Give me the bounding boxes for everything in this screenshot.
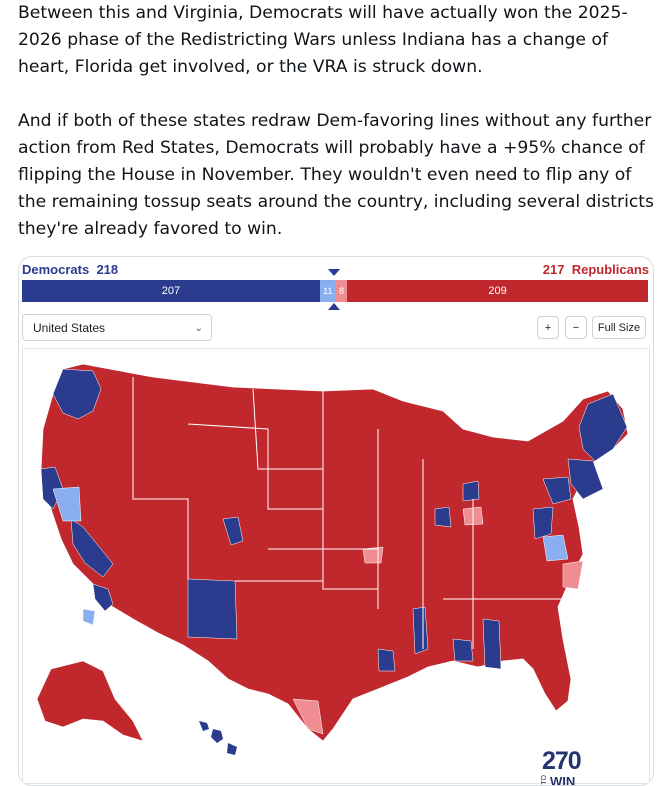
hawaii-shape: [199, 721, 237, 755]
chevron-down-icon: ⌄: [194, 323, 203, 334]
post-paragraph-1: Between this and Virginia, Democrats wil…: [18, 3, 628, 77]
zoom-out-button[interactable]: −: [565, 316, 587, 339]
dem-lean-districts: [52, 486, 569, 626]
democrats-total-label: Democrats 218: [22, 262, 119, 277]
zoom-in-button[interactable]: +: [537, 316, 559, 339]
rep-lean-segment: 8: [335, 280, 348, 302]
alaska-shape: [36, 660, 144, 742]
district-map[interactable]: 270 TO WIN: [22, 348, 650, 786]
democrats-seat-count: 218: [96, 262, 119, 277]
seat-balance-bar: 207 11 8 209: [22, 280, 648, 302]
rep-safe-segment: 209: [347, 280, 648, 302]
post-body: Between this and Virginia, Democrats wil…: [18, 0, 658, 270]
majority-marker-top: [328, 269, 340, 276]
majority-marker-bottom: [328, 303, 340, 310]
region-select[interactable]: United States ⌄: [22, 314, 212, 341]
dem-safe-districts: [40, 368, 628, 672]
map-embed-card[interactable]: Democrats 218 217 Republicans 207 11 8 2…: [18, 256, 654, 786]
contiguous-us-shape: [40, 363, 629, 742]
270towin-logo: 270 TO WIN: [541, 747, 582, 786]
dem-lean-segment: 11: [319, 280, 336, 302]
full-size-button[interactable]: Full Size: [592, 316, 646, 339]
republicans-total-label: 217 Republicans: [542, 262, 649, 277]
us-district-map-svg[interactable]: [23, 349, 649, 783]
post-paragraph-2: And if both of these states redraw Dem-f…: [18, 111, 655, 239]
state-borders: [132, 377, 563, 649]
dem-safe-segment: 207: [22, 280, 320, 302]
republicans-seat-count: 217: [542, 262, 565, 277]
